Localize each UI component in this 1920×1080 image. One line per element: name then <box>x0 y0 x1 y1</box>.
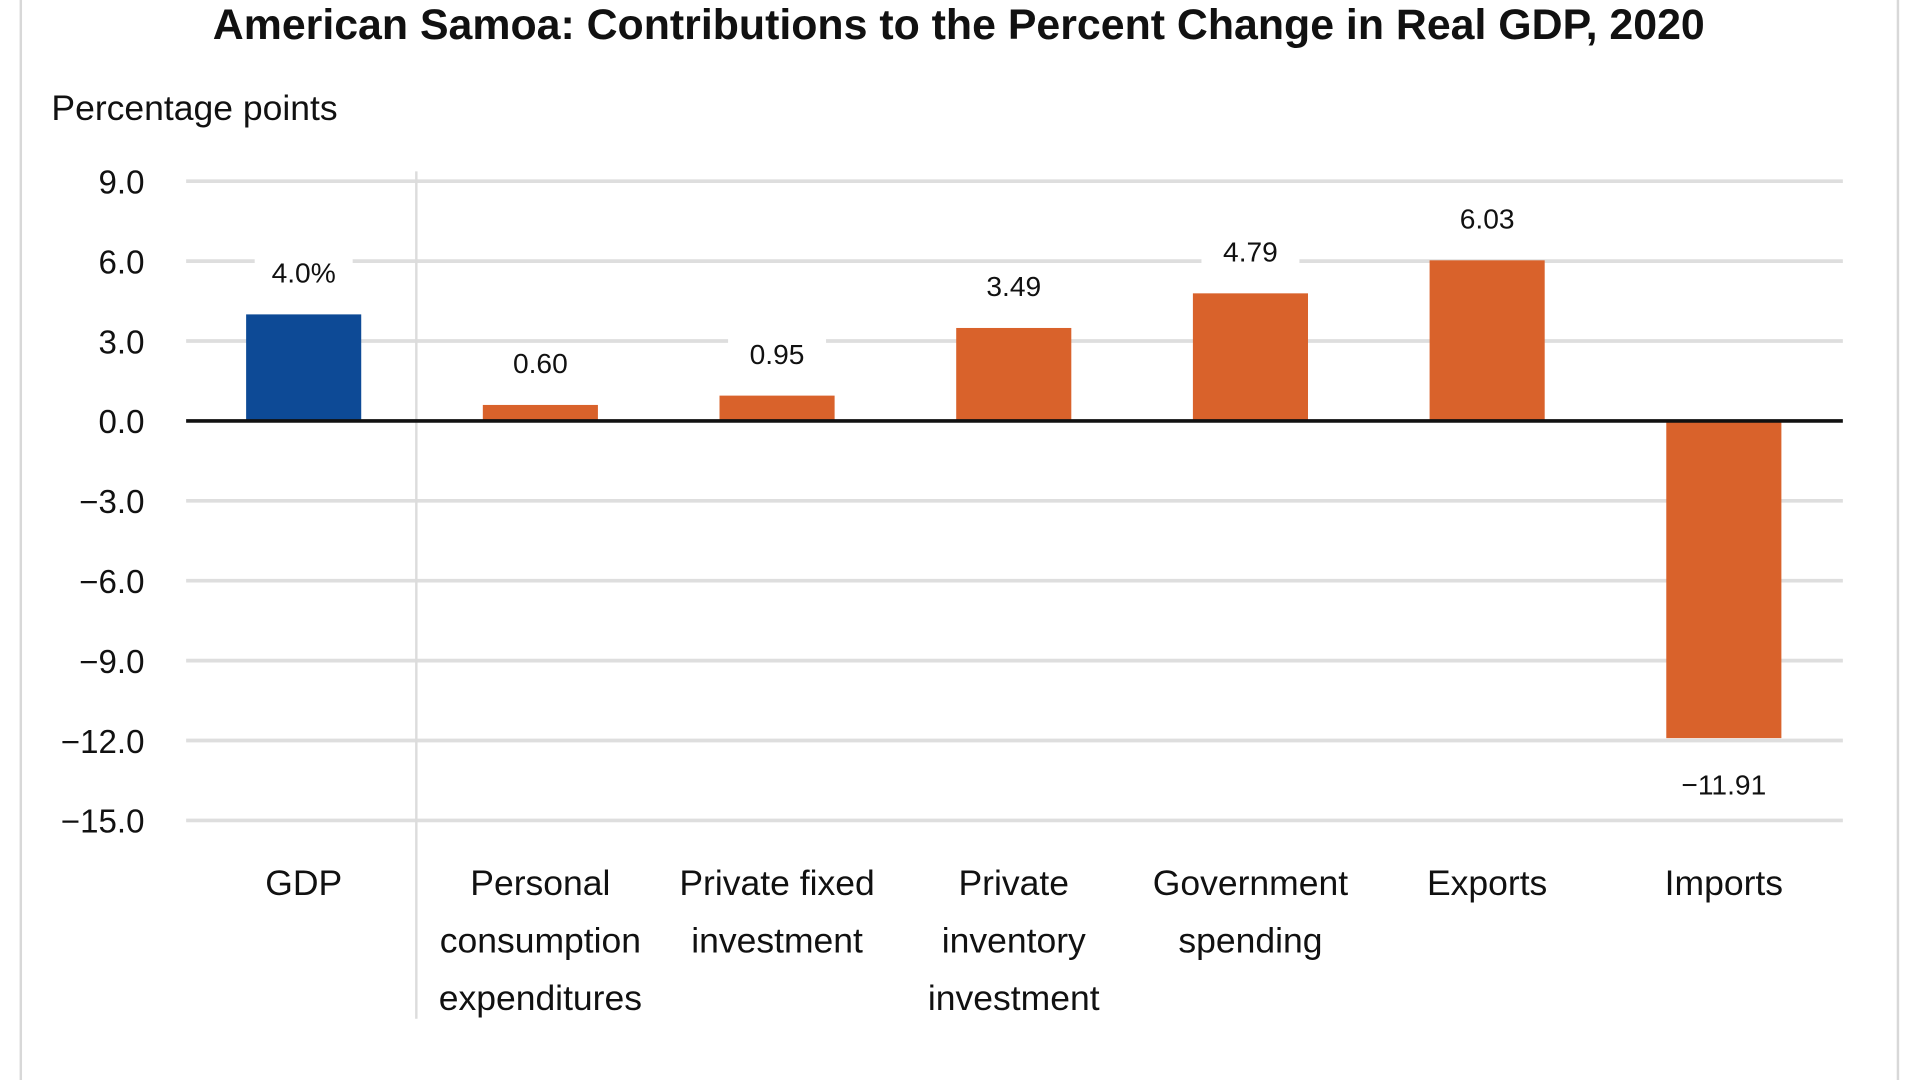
data-label-bg <box>491 343 590 383</box>
data-label-bg <box>1201 232 1300 272</box>
category-label: inventory <box>942 921 1086 961</box>
chart-title: American Samoa: Contributions to the Per… <box>213 1 1705 49</box>
category-label: Imports <box>1665 863 1783 903</box>
y-axis-label: Percentage points <box>51 88 337 128</box>
data-label-bg <box>1438 199 1537 239</box>
category-label: Exports <box>1427 863 1547 903</box>
y-tick-label: −3.0 <box>79 484 144 521</box>
bar <box>246 314 362 421</box>
data-label: −11.91 <box>1681 769 1766 800</box>
y-tick-label: 3.0 <box>99 324 145 361</box>
category-label: Government <box>1153 863 1348 903</box>
y-tick-label: −12.0 <box>61 724 145 761</box>
data-label: 3.49 <box>986 271 1041 302</box>
category-label: expenditures <box>439 978 642 1018</box>
category-label: consumption <box>440 921 641 961</box>
bar <box>719 395 835 421</box>
category-label: GDP <box>265 863 342 903</box>
category-label: investment <box>691 921 863 961</box>
y-tick-label: 0.0 <box>99 404 145 441</box>
y-tick-label: −6.0 <box>79 564 144 601</box>
bar <box>1192 293 1308 421</box>
y-tick-label: 9.0 <box>99 164 145 201</box>
bar <box>482 404 598 421</box>
data-label-bg <box>254 253 353 293</box>
category-label: Private fixed <box>679 863 874 903</box>
data-label-bg <box>1674 765 1773 805</box>
category-label: Personal <box>470 863 610 903</box>
data-label-bg <box>728 334 827 374</box>
category-label: investment <box>928 978 1100 1018</box>
data-label: 0.95 <box>750 339 805 370</box>
y-tick-label: 6.0 <box>99 244 145 281</box>
bar <box>956 327 1072 421</box>
bar <box>1666 420 1782 739</box>
data-label: 4.79 <box>1223 237 1278 268</box>
data-label: 0.60 <box>513 348 568 379</box>
data-label: 4.0% <box>272 258 336 289</box>
y-tick-label: −9.0 <box>79 644 144 681</box>
y-tick-label: −15.0 <box>61 804 145 841</box>
category-label: spending <box>1178 921 1322 961</box>
data-label-bg <box>964 266 1063 306</box>
category-label: Private <box>959 863 1070 903</box>
data-label: 6.03 <box>1460 203 1515 234</box>
bar <box>1429 260 1545 421</box>
